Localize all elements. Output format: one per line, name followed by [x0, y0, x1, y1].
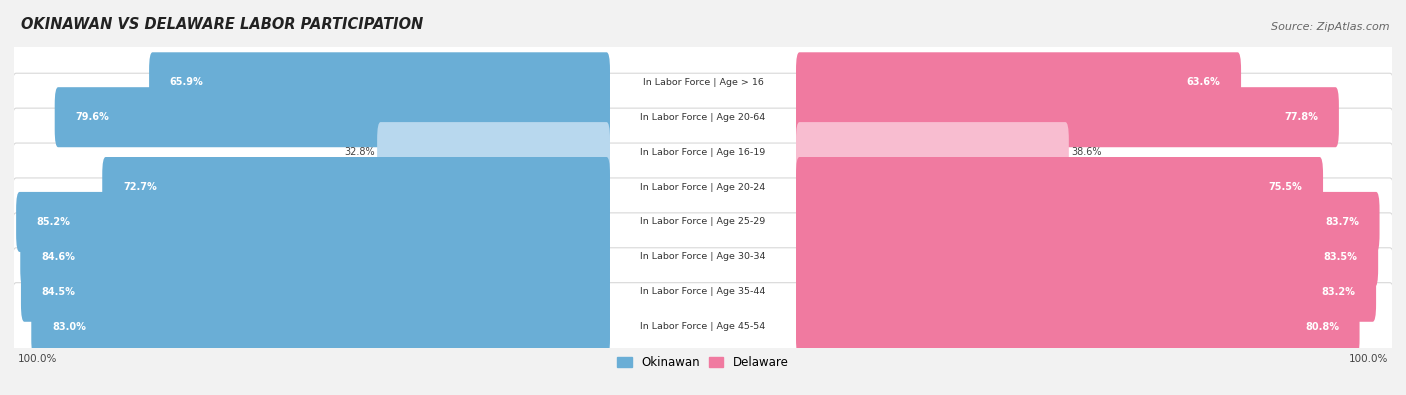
- FancyBboxPatch shape: [796, 227, 1378, 287]
- FancyBboxPatch shape: [796, 192, 1379, 252]
- FancyBboxPatch shape: [796, 87, 1339, 147]
- Text: 80.8%: 80.8%: [1305, 322, 1339, 332]
- FancyBboxPatch shape: [11, 283, 1395, 371]
- Text: 84.5%: 84.5%: [42, 287, 76, 297]
- FancyBboxPatch shape: [11, 143, 1395, 231]
- FancyBboxPatch shape: [796, 52, 1241, 112]
- Text: 72.7%: 72.7%: [122, 182, 156, 192]
- Text: In Labor Force | Age 30-34: In Labor Force | Age 30-34: [640, 252, 766, 261]
- Text: 85.2%: 85.2%: [37, 217, 70, 227]
- FancyBboxPatch shape: [796, 297, 1360, 357]
- FancyBboxPatch shape: [103, 157, 610, 217]
- Text: In Labor Force | Age > 16: In Labor Force | Age > 16: [643, 78, 763, 87]
- Text: Source: ZipAtlas.com: Source: ZipAtlas.com: [1271, 23, 1389, 32]
- FancyBboxPatch shape: [149, 52, 610, 112]
- Text: 83.0%: 83.0%: [52, 322, 86, 332]
- Text: 32.8%: 32.8%: [344, 147, 375, 157]
- FancyBboxPatch shape: [11, 248, 1395, 336]
- FancyBboxPatch shape: [796, 122, 1069, 182]
- FancyBboxPatch shape: [31, 297, 610, 357]
- FancyBboxPatch shape: [11, 73, 1395, 161]
- Text: 100.0%: 100.0%: [1348, 354, 1388, 364]
- Text: In Labor Force | Age 35-44: In Labor Force | Age 35-44: [640, 287, 766, 296]
- FancyBboxPatch shape: [55, 87, 610, 147]
- Text: 83.5%: 83.5%: [1323, 252, 1358, 262]
- FancyBboxPatch shape: [11, 108, 1395, 196]
- Text: OKINAWAN VS DELAWARE LABOR PARTICIPATION: OKINAWAN VS DELAWARE LABOR PARTICIPATION: [21, 17, 423, 32]
- Text: In Labor Force | Age 16-19: In Labor Force | Age 16-19: [640, 148, 766, 157]
- FancyBboxPatch shape: [11, 213, 1395, 301]
- Text: 83.2%: 83.2%: [1322, 287, 1355, 297]
- Text: In Labor Force | Age 45-54: In Labor Force | Age 45-54: [640, 322, 766, 331]
- Text: 75.5%: 75.5%: [1268, 182, 1302, 192]
- Text: In Labor Force | Age 25-29: In Labor Force | Age 25-29: [640, 217, 766, 226]
- FancyBboxPatch shape: [15, 192, 610, 252]
- FancyBboxPatch shape: [796, 157, 1323, 217]
- FancyBboxPatch shape: [11, 178, 1395, 266]
- FancyBboxPatch shape: [11, 38, 1395, 126]
- Legend: Okinawan, Delaware: Okinawan, Delaware: [617, 356, 789, 369]
- FancyBboxPatch shape: [796, 262, 1376, 322]
- FancyBboxPatch shape: [21, 262, 610, 322]
- Text: 79.6%: 79.6%: [76, 112, 110, 122]
- Text: In Labor Force | Age 20-24: In Labor Force | Age 20-24: [640, 182, 766, 192]
- Text: In Labor Force | Age 20-64: In Labor Force | Age 20-64: [640, 113, 766, 122]
- Text: 77.8%: 77.8%: [1284, 112, 1319, 122]
- Text: 100.0%: 100.0%: [18, 354, 58, 364]
- FancyBboxPatch shape: [20, 227, 610, 287]
- Text: 83.7%: 83.7%: [1324, 217, 1358, 227]
- Text: 63.6%: 63.6%: [1187, 77, 1220, 87]
- Text: 84.6%: 84.6%: [41, 252, 75, 262]
- FancyBboxPatch shape: [377, 122, 610, 182]
- Text: 65.9%: 65.9%: [170, 77, 204, 87]
- Text: 38.6%: 38.6%: [1071, 147, 1101, 157]
